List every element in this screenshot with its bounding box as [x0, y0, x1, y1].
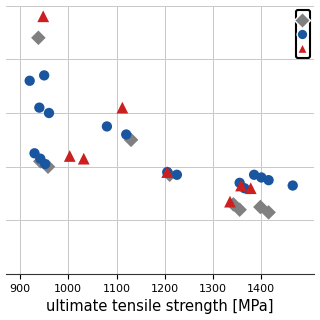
Point: [120, 105, 125, 110]
Point: [290, 183, 295, 188]
Point: [41, 14, 46, 19]
Point: [266, 210, 271, 215]
Point: [67, 153, 72, 158]
Point: [124, 132, 129, 137]
Point: [129, 137, 134, 142]
Point: [238, 183, 244, 188]
Point: [38, 159, 43, 164]
Point: [81, 156, 86, 161]
Point: [228, 199, 233, 204]
Point: [46, 110, 52, 116]
Point: [237, 180, 242, 185]
Point: [266, 178, 271, 183]
Point: [252, 172, 257, 177]
Point: [32, 151, 37, 156]
Point: [231, 202, 236, 207]
Point: [259, 175, 264, 180]
Legend: , , : , ,: [296, 11, 309, 58]
Point: [45, 164, 51, 169]
Point: [27, 78, 32, 83]
Point: [248, 186, 253, 191]
Point: [36, 35, 41, 40]
Point: [167, 172, 172, 177]
Point: [38, 156, 43, 161]
Point: [242, 186, 247, 191]
Point: [37, 105, 42, 110]
Point: [104, 124, 109, 129]
Point: [237, 207, 242, 212]
Point: [42, 73, 47, 78]
Point: [174, 172, 180, 177]
Point: [43, 162, 48, 167]
Point: [258, 204, 263, 210]
Point: [165, 170, 170, 175]
Point: [165, 170, 170, 175]
X-axis label: ultimate tensile strength [MPa]: ultimate tensile strength [MPa]: [46, 300, 274, 315]
